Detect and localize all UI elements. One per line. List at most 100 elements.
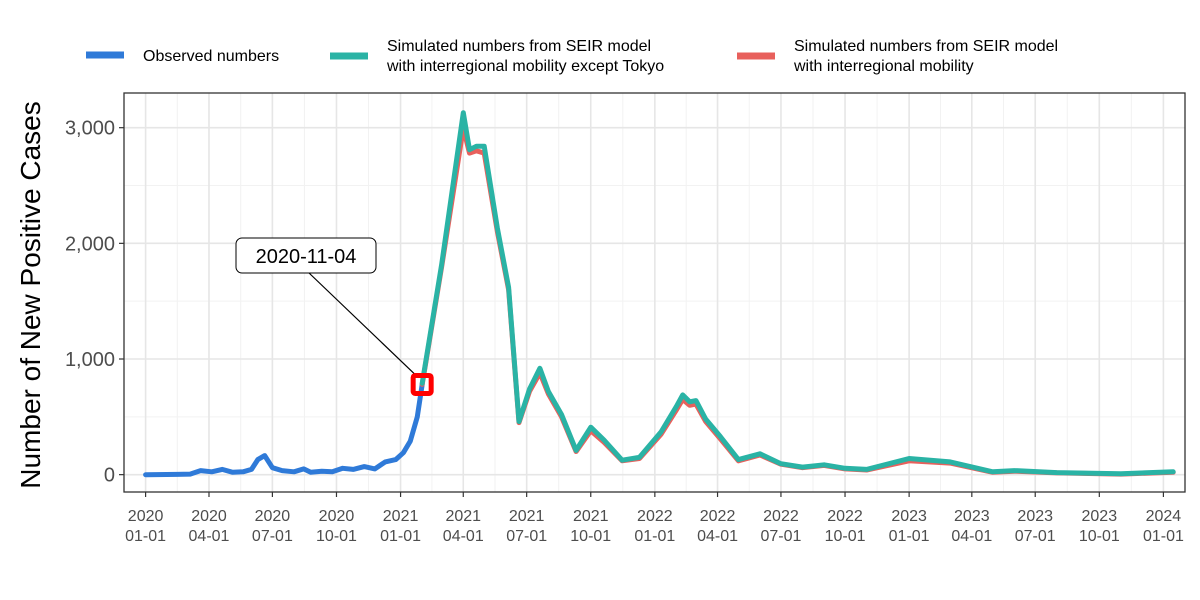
series-point [475,145,478,148]
series-point [292,470,296,473]
series-point [320,469,324,473]
y-axis-title: Number of New Positive Cases [15,101,46,488]
x-tick-label: 2022 04-01 [697,508,738,545]
series-point [409,439,412,443]
series-point [528,387,531,391]
series-point [688,404,691,407]
series-point [373,467,376,471]
series-point [256,458,259,461]
series-point [538,367,542,370]
series-point [704,417,707,421]
series-line [143,381,425,478]
series-point [416,415,419,419]
panel-border [123,92,1186,493]
series-point [144,473,147,476]
y-tick-label: 0 [104,465,115,487]
series-point [574,449,578,452]
series-point [620,458,624,462]
legend-item: Observed numbers [86,48,279,65]
legend-label: Simulated numbers from SEIR model with in… [793,38,1058,75]
series-point [331,470,334,473]
series-point [779,462,783,465]
annotation-marker [410,372,434,396]
series-point [694,399,698,402]
series-point [241,470,245,473]
series-point [363,465,366,468]
series-point [402,451,405,454]
series-point [468,151,471,155]
series-point [351,468,355,471]
series-point [991,470,994,473]
series-point [719,435,722,438]
x-tick-label: 2024 01-01 [1143,508,1184,545]
series-point [175,473,179,476]
x-tick-label: 2023 07-01 [1015,508,1056,545]
series-point [462,111,465,114]
legend-label: Observed numbers [143,48,279,65]
series-point [801,465,804,469]
series-point [440,262,443,266]
series-point [688,400,691,403]
series-point [737,458,740,461]
series-point [263,454,266,457]
x-tick-label: 2020 04-01 [189,508,230,545]
series-point [675,405,678,408]
y-tick-label: 3,000 [65,118,115,140]
series-point [602,438,606,442]
series-point [280,469,284,472]
series-point [482,145,486,148]
series-point [394,458,397,461]
x-tick-label: 2023 10-01 [1079,508,1120,545]
series-point [822,463,826,467]
series-point [468,148,471,151]
series-point [341,467,344,470]
series-point [589,426,592,429]
series-point [1171,470,1175,473]
series-point [496,227,499,230]
series-point [681,393,684,397]
series-point [1119,472,1123,475]
series-point [475,149,478,153]
series-point [199,469,202,472]
x-tick-label: 2020 01-01 [125,508,166,545]
series-point [865,468,868,471]
series-point [758,452,762,456]
series-point [843,467,847,470]
series-point [188,472,192,476]
series-point [271,466,274,469]
series-point [1013,469,1016,472]
legend-item: Simulated numbers from SEIR model with in… [737,38,1058,75]
x-tick-label: 2021 01-01 [380,508,421,545]
series-point [507,286,510,289]
series-point [659,430,663,434]
series-point [309,471,312,474]
series-point [302,467,305,471]
annotation-label: 2020-11-04 [256,246,357,268]
y-tick-label: 1,000 [65,349,115,371]
x-tick-label: 2023 01-01 [889,508,930,545]
legend-item: Simulated numbers from SEIR model with in… [330,38,664,75]
x-tick-label: 2023 04-01 [951,508,992,545]
series-point [907,457,911,460]
legend: Observed numbers Simulated numbers from S… [86,38,1058,75]
series-point [638,456,641,459]
x-tick-label: 2020 10-01 [316,508,357,545]
x-tick-label: 2021 10-01 [570,508,611,545]
series-point [1055,471,1059,474]
x-tick-label: 2022 01-01 [634,508,675,545]
x-tick-label: 2021 04-01 [443,508,484,545]
series-point [250,468,253,471]
series-point [560,413,563,416]
plot-area: 0 1,000 2,000 3,000 2020 01-01 2020 04-01 2020 07… [65,92,1186,545]
series-point [221,468,224,471]
annotation-leader-line [307,271,419,378]
series-point [517,420,521,423]
series-point [547,390,550,393]
y-tick-label: 2,000 [65,233,115,255]
series-point [384,460,387,464]
x-tick-label: 2022 07-01 [760,508,801,545]
series-point [210,470,213,473]
x-tick-label: 2021 07-01 [506,508,547,545]
